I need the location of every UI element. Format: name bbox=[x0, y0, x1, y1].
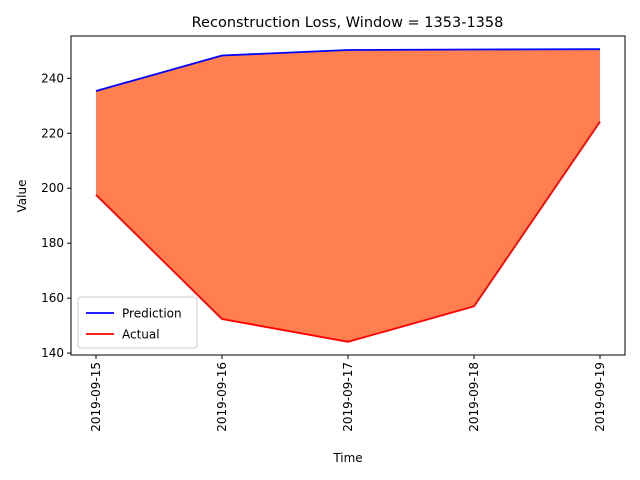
legend-label-prediction: Prediction bbox=[122, 307, 182, 321]
legend: Prediction Actual bbox=[77, 296, 198, 349]
y-axis-label: Value bbox=[15, 180, 29, 213]
x-axis: 2019-09-15 2019-09-16 2019-09-17 2019-09-18… bbox=[89, 355, 607, 432]
y-tick-label: 160 bbox=[41, 291, 64, 305]
x-tick-label: 2019-09-18 bbox=[467, 362, 481, 432]
fill-between-area bbox=[96, 49, 600, 342]
x-axis-label: Time bbox=[332, 451, 362, 465]
actual-line bbox=[95, 121, 601, 343]
legend-frame bbox=[77, 296, 198, 349]
x-tick-label: 2019-09-16 bbox=[215, 362, 229, 432]
legend-label-actual: Actual bbox=[122, 328, 160, 342]
chart-title: Reconstruction Loss, Window = 1353-1358 bbox=[192, 15, 504, 31]
x-tick-label: 2019-09-19 bbox=[593, 362, 607, 432]
y-tick-label: 200 bbox=[41, 181, 64, 195]
y-tick-label: 180 bbox=[41, 236, 64, 250]
y-tick-label: 140 bbox=[41, 346, 64, 360]
x-tick-label: 2019-09-17 bbox=[341, 362, 355, 432]
y-tick-label: 220 bbox=[41, 126, 64, 140]
x-tick-label: 2019-09-15 bbox=[89, 362, 103, 432]
y-tick-label: 240 bbox=[41, 71, 64, 85]
plot-area bbox=[70, 35, 626, 356]
prediction-line bbox=[95, 48, 601, 92]
y-axis: 140 160 180 200 220 240 bbox=[41, 71, 71, 360]
